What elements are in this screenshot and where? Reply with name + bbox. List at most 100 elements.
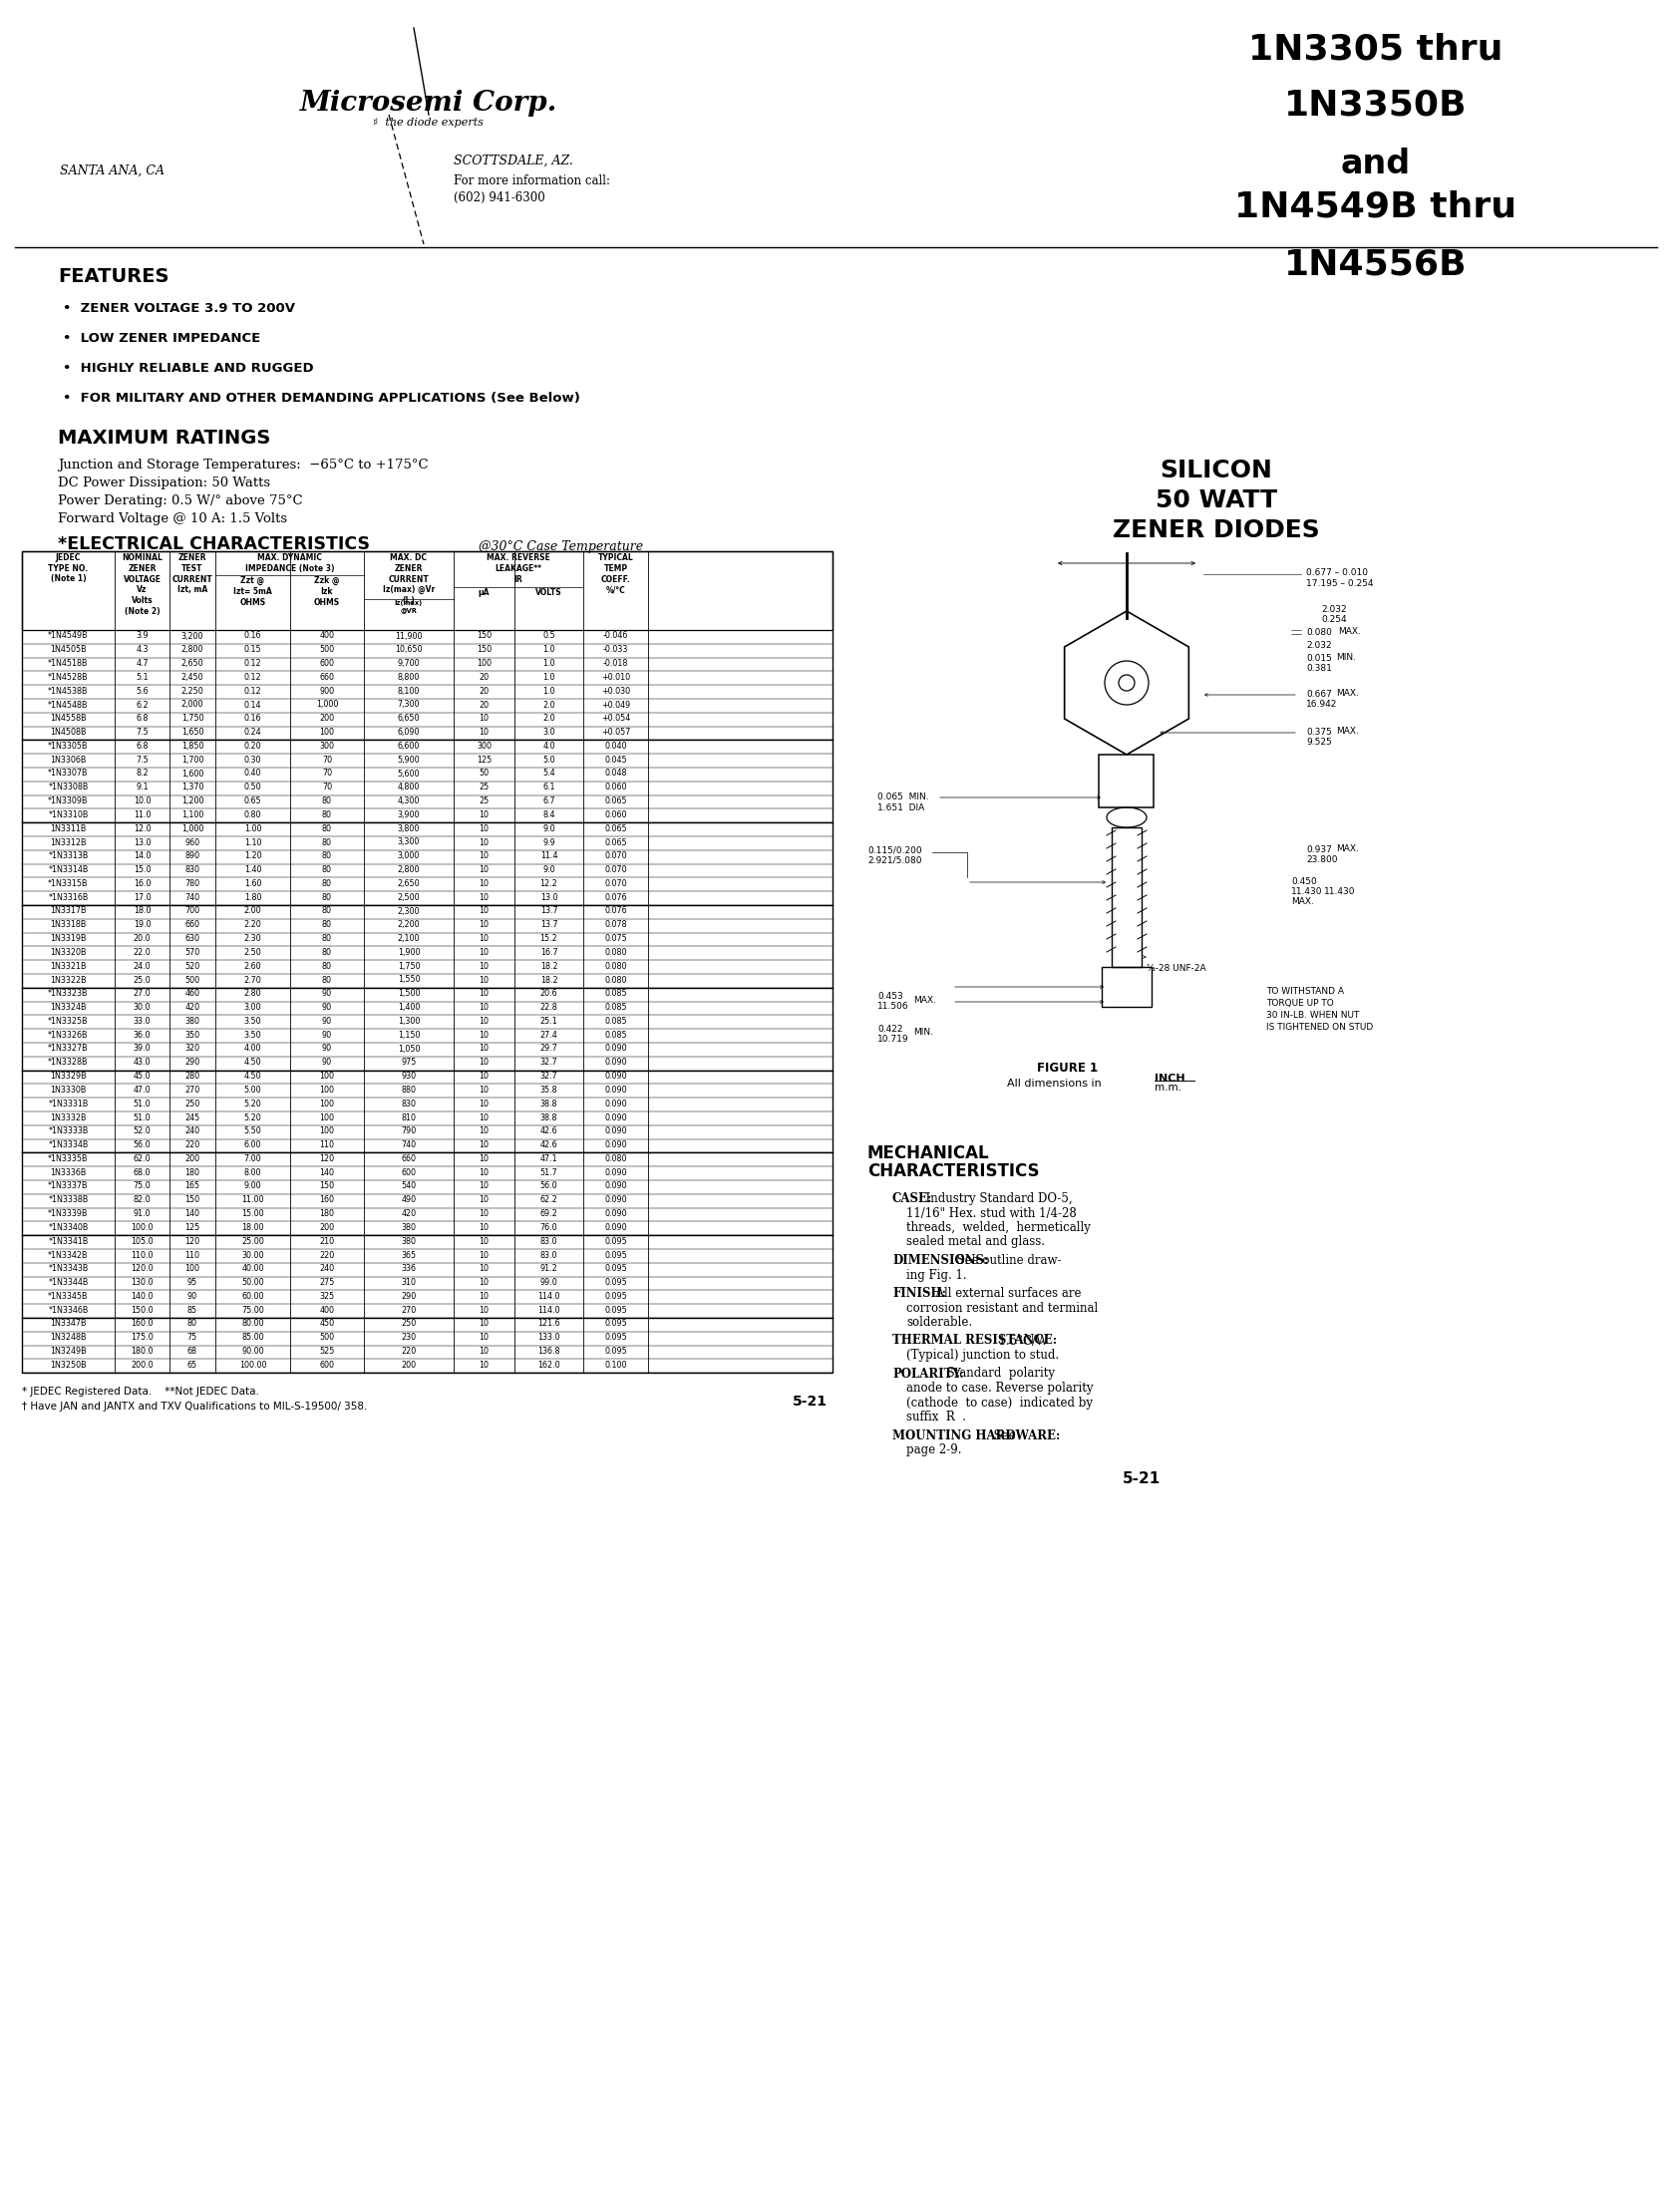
Text: 0.375: 0.375 <box>1306 728 1333 737</box>
Text: 162.0: 162.0 <box>538 1360 560 1369</box>
Text: 76.0: 76.0 <box>540 1223 558 1232</box>
Text: MAX.: MAX. <box>1336 688 1359 697</box>
Text: suffix  R  .: suffix R . <box>906 1411 966 1425</box>
Text: anode to case. Reverse polarity: anode to case. Reverse polarity <box>906 1382 1093 1394</box>
Text: 10: 10 <box>480 1265 488 1274</box>
Text: 1,400: 1,400 <box>398 1002 420 1011</box>
Text: +0.010: +0.010 <box>602 672 630 681</box>
Text: 10: 10 <box>480 1002 488 1011</box>
Text: 0.422: 0.422 <box>878 1024 903 1033</box>
Text: 2.80: 2.80 <box>244 989 261 998</box>
Text: *1N3315B: *1N3315B <box>48 878 89 887</box>
Text: 6,090: 6,090 <box>398 728 420 737</box>
Text: 0.16: 0.16 <box>244 714 261 723</box>
Text: 17.0: 17.0 <box>134 894 150 902</box>
Text: 100.00: 100.00 <box>239 1360 266 1369</box>
Text: 630: 630 <box>186 933 201 942</box>
Text: 136.8: 136.8 <box>538 1347 560 1356</box>
Text: 1,900: 1,900 <box>398 949 420 958</box>
Text: 1N4549B thru: 1N4549B thru <box>1236 190 1517 223</box>
Text: -0.018: -0.018 <box>604 659 629 668</box>
Text: 1.60: 1.60 <box>244 878 261 887</box>
Text: 0.667: 0.667 <box>1306 690 1333 699</box>
Bar <box>22 551 833 630</box>
Text: 10: 10 <box>480 1071 488 1082</box>
Text: 3.50: 3.50 <box>244 1018 261 1026</box>
Text: 380: 380 <box>401 1223 416 1232</box>
Text: 8,100: 8,100 <box>398 686 420 695</box>
Text: 20: 20 <box>478 701 490 710</box>
Text: 0.045: 0.045 <box>604 754 627 765</box>
Text: 75.00: 75.00 <box>241 1305 264 1314</box>
Text: CHARACTERISTICS: CHARACTERISTICS <box>868 1161 1040 1181</box>
Text: 0.50: 0.50 <box>244 783 261 792</box>
Text: 540: 540 <box>401 1181 416 1190</box>
Text: 47.1: 47.1 <box>540 1155 558 1164</box>
Text: 660: 660 <box>401 1155 416 1164</box>
Text: 150.0: 150.0 <box>130 1305 154 1314</box>
Text: *1N3339B: *1N3339B <box>48 1210 89 1219</box>
Text: 150: 150 <box>477 646 492 655</box>
Text: 975: 975 <box>401 1057 416 1066</box>
Text: 2.30: 2.30 <box>244 933 261 942</box>
Text: *1N3308B: *1N3308B <box>48 783 89 792</box>
Text: 0.060: 0.060 <box>605 810 627 818</box>
Text: 200: 200 <box>401 1360 416 1369</box>
Text: Zzt @
Izt= 5mA
OHMS: Zzt @ Izt= 5mA OHMS <box>234 575 273 606</box>
Text: 10: 10 <box>480 1086 488 1095</box>
Text: 6.00: 6.00 <box>244 1141 261 1150</box>
Text: 0.060: 0.060 <box>605 783 627 792</box>
Text: *1N4549B: *1N4549B <box>48 630 89 641</box>
Text: MOUNTING HARDWARE:: MOUNTING HARDWARE: <box>893 1429 1060 1442</box>
Text: 1N3332B: 1N3332B <box>50 1113 87 1121</box>
Text: 0.080: 0.080 <box>605 975 627 984</box>
Text: 10: 10 <box>480 1057 488 1066</box>
Text: 3,900: 3,900 <box>398 810 420 818</box>
Text: 9.1: 9.1 <box>135 783 149 792</box>
Text: 1,750: 1,750 <box>181 714 204 723</box>
Text: 10: 10 <box>480 1292 488 1301</box>
Text: DIMENSIONS:: DIMENSIONS: <box>893 1254 988 1267</box>
Text: 11,900: 11,900 <box>395 630 423 641</box>
Text: @30°C Case Temperature: @30°C Case Temperature <box>478 540 644 553</box>
Text: m.m.: m.m. <box>1155 1082 1182 1093</box>
Text: 0.090: 0.090 <box>604 1086 627 1095</box>
Text: Industry Standard DO-5,: Industry Standard DO-5, <box>918 1192 1072 1206</box>
Text: 10: 10 <box>480 810 488 818</box>
Text: 100: 100 <box>186 1265 201 1274</box>
Text: 50 WATT: 50 WATT <box>1155 489 1277 513</box>
Text: 570: 570 <box>186 949 201 958</box>
Text: 80: 80 <box>323 878 333 887</box>
Text: 740: 740 <box>186 894 201 902</box>
Text: 15.00: 15.00 <box>241 1210 264 1219</box>
Text: 10: 10 <box>480 1113 488 1121</box>
Text: MAX.: MAX. <box>1338 626 1361 637</box>
Text: solderable.: solderable. <box>906 1316 971 1329</box>
Text: 0.100: 0.100 <box>605 1360 627 1369</box>
Text: 0.085: 0.085 <box>604 1018 627 1026</box>
Text: 2,500: 2,500 <box>398 894 420 902</box>
Text: 500: 500 <box>319 1334 334 1343</box>
Text: 7.5: 7.5 <box>135 754 149 765</box>
Text: 5.20: 5.20 <box>244 1113 261 1121</box>
Text: 140: 140 <box>319 1168 334 1177</box>
Text: 0.095: 0.095 <box>604 1292 627 1301</box>
Text: 5,900: 5,900 <box>398 754 420 765</box>
Text: 150: 150 <box>186 1194 201 1206</box>
Text: 7.00: 7.00 <box>244 1155 261 1164</box>
Text: 5.50: 5.50 <box>244 1126 261 1135</box>
Text: 2,000: 2,000 <box>181 701 204 710</box>
Text: 56.0: 56.0 <box>134 1141 150 1150</box>
Text: 365: 365 <box>401 1250 416 1259</box>
Text: 0.40: 0.40 <box>244 770 261 779</box>
Text: 0.381: 0.381 <box>1306 664 1333 672</box>
Text: 110: 110 <box>186 1250 201 1259</box>
Text: 39.0: 39.0 <box>134 1044 150 1053</box>
Text: 10: 10 <box>480 1237 488 1245</box>
Text: corrosion resistant and terminal: corrosion resistant and terminal <box>906 1301 1099 1314</box>
Text: 20: 20 <box>478 672 490 681</box>
Text: 320: 320 <box>186 1044 201 1053</box>
Text: 2.20: 2.20 <box>244 920 261 929</box>
Text: 25.1: 25.1 <box>540 1018 558 1026</box>
Text: 830: 830 <box>401 1099 416 1108</box>
